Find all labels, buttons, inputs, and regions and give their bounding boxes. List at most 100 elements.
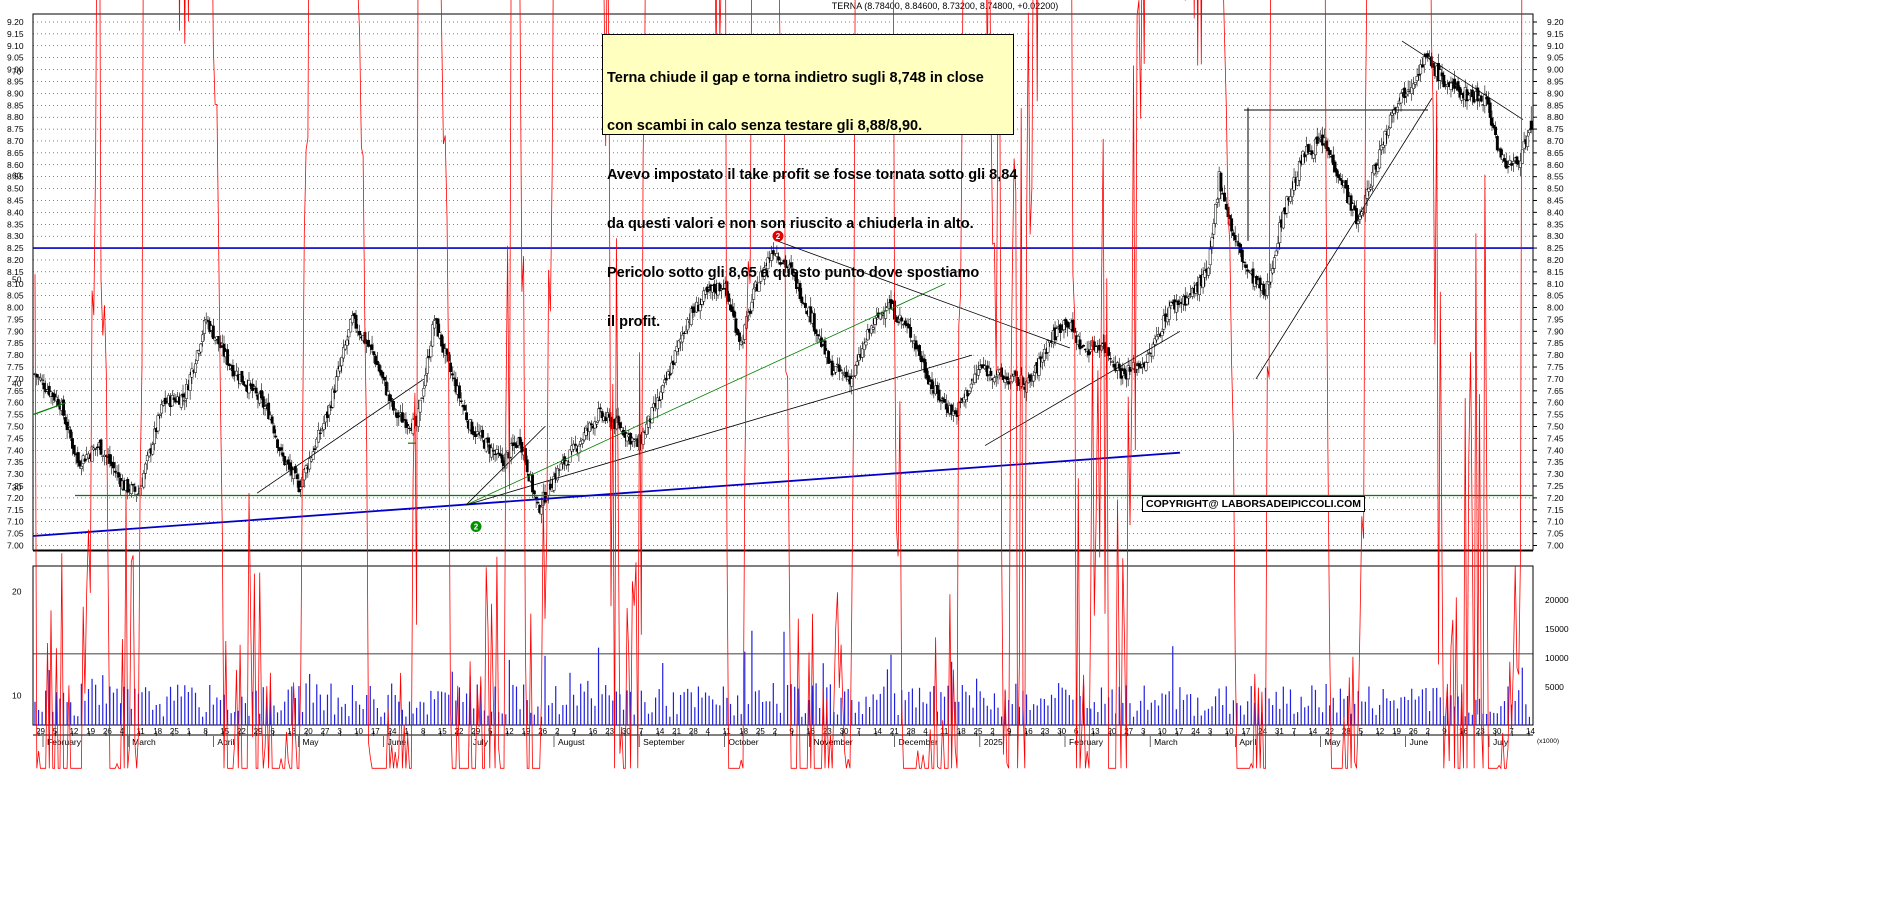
candle-body <box>1356 220 1360 224</box>
price-tick-label: 7.85 <box>7 338 24 348</box>
candle-body <box>406 424 410 427</box>
price-tick-label: 7.30 <box>7 469 24 479</box>
candle-body <box>395 412 399 419</box>
candle-body <box>1458 87 1462 98</box>
candle-body <box>618 422 622 429</box>
candle-body <box>349 319 353 333</box>
candle-body <box>292 469 296 479</box>
date-tick-label: 3 <box>337 727 342 736</box>
wave-marker-label: 2 <box>474 522 479 531</box>
candle-body <box>1087 349 1091 356</box>
date-tick-label: 14 <box>1308 727 1317 736</box>
candle-body <box>1185 297 1189 305</box>
candle-body <box>286 459 290 465</box>
price-tick-label: 9.10 <box>1547 41 1564 51</box>
candle-body <box>593 421 597 429</box>
candle-body <box>336 368 340 377</box>
copyright-label: COPYRIGHT@ LABORSADEIPICCOLI.COM <box>1142 496 1365 512</box>
candle-body <box>1110 361 1114 363</box>
candle-body <box>1503 158 1506 162</box>
price-tick-label: 7.00 <box>1547 541 1564 551</box>
date-tick-label: 17 <box>371 727 380 736</box>
date-tick-label: 5 <box>1359 727 1364 736</box>
price-tick-label: 8.95 <box>1547 76 1564 86</box>
price-tick-label: 7.20 <box>1547 493 1564 503</box>
candle-body <box>153 428 156 445</box>
candle-body <box>425 357 429 374</box>
candle-body <box>1490 117 1494 127</box>
price-tick-label: 7.10 <box>1547 517 1564 527</box>
candle-body <box>1289 196 1292 202</box>
candle-body <box>598 407 602 410</box>
date-tick-label: 20 <box>1107 727 1116 736</box>
candle-body <box>1039 356 1043 360</box>
candle-body <box>1262 283 1266 295</box>
trendline <box>776 240 1071 349</box>
candle-body <box>515 443 518 448</box>
candle-body <box>35 374 39 378</box>
date-tick-label: 30 <box>1493 727 1502 736</box>
comment-line: con scambi in calo senza testare gli 8,8… <box>607 118 923 135</box>
candle-body <box>568 449 572 463</box>
date-tick-label: 25 <box>170 727 179 736</box>
date-tick-label: 3 <box>1141 727 1146 736</box>
candle-body <box>126 478 130 493</box>
candle-body <box>663 379 666 384</box>
candle-body <box>827 351 831 364</box>
candle-body <box>288 462 292 470</box>
price-tick-label: 8.85 <box>7 100 24 110</box>
price-tick-label: 8.05 <box>7 291 24 301</box>
candle-body <box>38 377 42 381</box>
trendline <box>1255 97 1433 380</box>
price-tick-label: 8.30 <box>1547 231 1564 241</box>
price-tick-label: 8.55 <box>7 172 24 182</box>
candle-body <box>1381 144 1385 148</box>
candle-body <box>400 412 404 423</box>
candle-body <box>1037 357 1041 376</box>
date-tick-label: 20 <box>304 727 313 736</box>
candle-body <box>927 375 930 385</box>
date-tick-label: 23 <box>1476 727 1485 736</box>
price-tick-label: 8.75 <box>1547 124 1564 134</box>
candle-body <box>486 437 490 443</box>
price-tick-label: 9.10 <box>7 41 24 51</box>
volume-unit-label: (x1000) <box>1537 738 1559 745</box>
month-label: August <box>558 737 585 747</box>
candle-body <box>1442 74 1446 88</box>
candle-body <box>1187 296 1191 299</box>
candle-body <box>866 329 870 341</box>
candle-body <box>429 345 433 358</box>
candle-body <box>372 351 376 356</box>
price-tick-label: 9.00 <box>7 65 24 75</box>
candle-body <box>777 256 781 261</box>
candle-body <box>62 399 65 416</box>
candle-body <box>935 385 939 394</box>
candle-body <box>1148 352 1152 354</box>
price-tick-label: 8.10 <box>7 279 24 289</box>
price-tick-label: 7.65 <box>1547 386 1564 396</box>
candle-body <box>1092 341 1096 351</box>
date-tick-label: 7 <box>1292 727 1297 736</box>
date-tick-label: 12 <box>1375 727 1384 736</box>
candle-body <box>276 439 279 448</box>
candle-body <box>172 397 176 400</box>
volume-bars <box>34 630 1531 725</box>
candle-body <box>1526 135 1530 147</box>
date-tick-label: 24 <box>388 727 397 736</box>
price-tick-label: 8.15 <box>1547 267 1564 277</box>
candle-body <box>40 379 44 381</box>
candle-body <box>673 350 677 364</box>
price-tick-label: 8.80 <box>1547 112 1564 122</box>
candle-body <box>420 397 424 400</box>
price-tick-label: 8.45 <box>7 195 24 205</box>
candle-body <box>950 404 954 415</box>
candle-body <box>650 407 654 424</box>
price-tick-label: 7.45 <box>7 433 24 443</box>
wave-marker-label: 2 <box>776 232 781 241</box>
candle-body <box>308 458 312 470</box>
candle-body <box>72 444 76 454</box>
price-tick-label: 7.55 <box>7 410 24 420</box>
candle-body <box>691 306 695 313</box>
candle-body <box>1224 203 1228 210</box>
candle-body <box>99 439 103 455</box>
